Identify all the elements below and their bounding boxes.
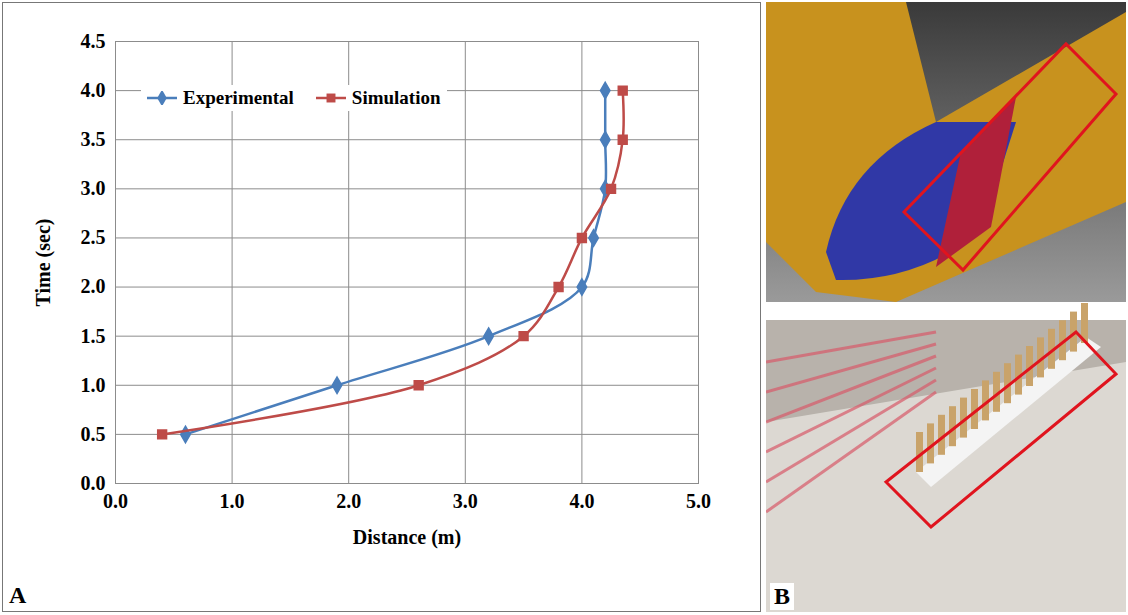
- svg-text:1.0: 1.0: [81, 374, 106, 396]
- html-text:Experimental: Experimental: [183, 87, 294, 108]
- svg-text:4.0: 4.0: [569, 490, 594, 512]
- html-text:Simulation: Simulation: [351, 87, 441, 108]
- svg-text:4.5: 4.5: [81, 30, 106, 52]
- svg-text:0.0: 0.0: [81, 472, 106, 494]
- svg-text:2.0: 2.0: [336, 490, 361, 512]
- html-text:B: B: [774, 583, 790, 609]
- svg-text:Distance (m): Distance (m): [353, 526, 461, 549]
- svg-text:4.0: 4.0: [81, 79, 106, 101]
- svg-text:5.0: 5.0: [686, 490, 711, 512]
- svg-text:1.5: 1.5: [81, 325, 106, 347]
- svg-text:3.0: 3.0: [81, 177, 106, 199]
- svg-text:1.0: 1.0: [220, 490, 245, 512]
- svg-text:0.0: 0.0: [103, 490, 128, 512]
- svg-text:0.5: 0.5: [81, 423, 106, 445]
- svg-text:Time (sec): Time (sec): [32, 219, 55, 307]
- html-text:A: A: [9, 582, 27, 608]
- svg-text:2.5: 2.5: [81, 226, 106, 248]
- svg-text:3.0: 3.0: [453, 490, 478, 512]
- svg-text:2.0: 2.0: [81, 275, 106, 297]
- svg-text:3.5: 3.5: [81, 128, 106, 150]
